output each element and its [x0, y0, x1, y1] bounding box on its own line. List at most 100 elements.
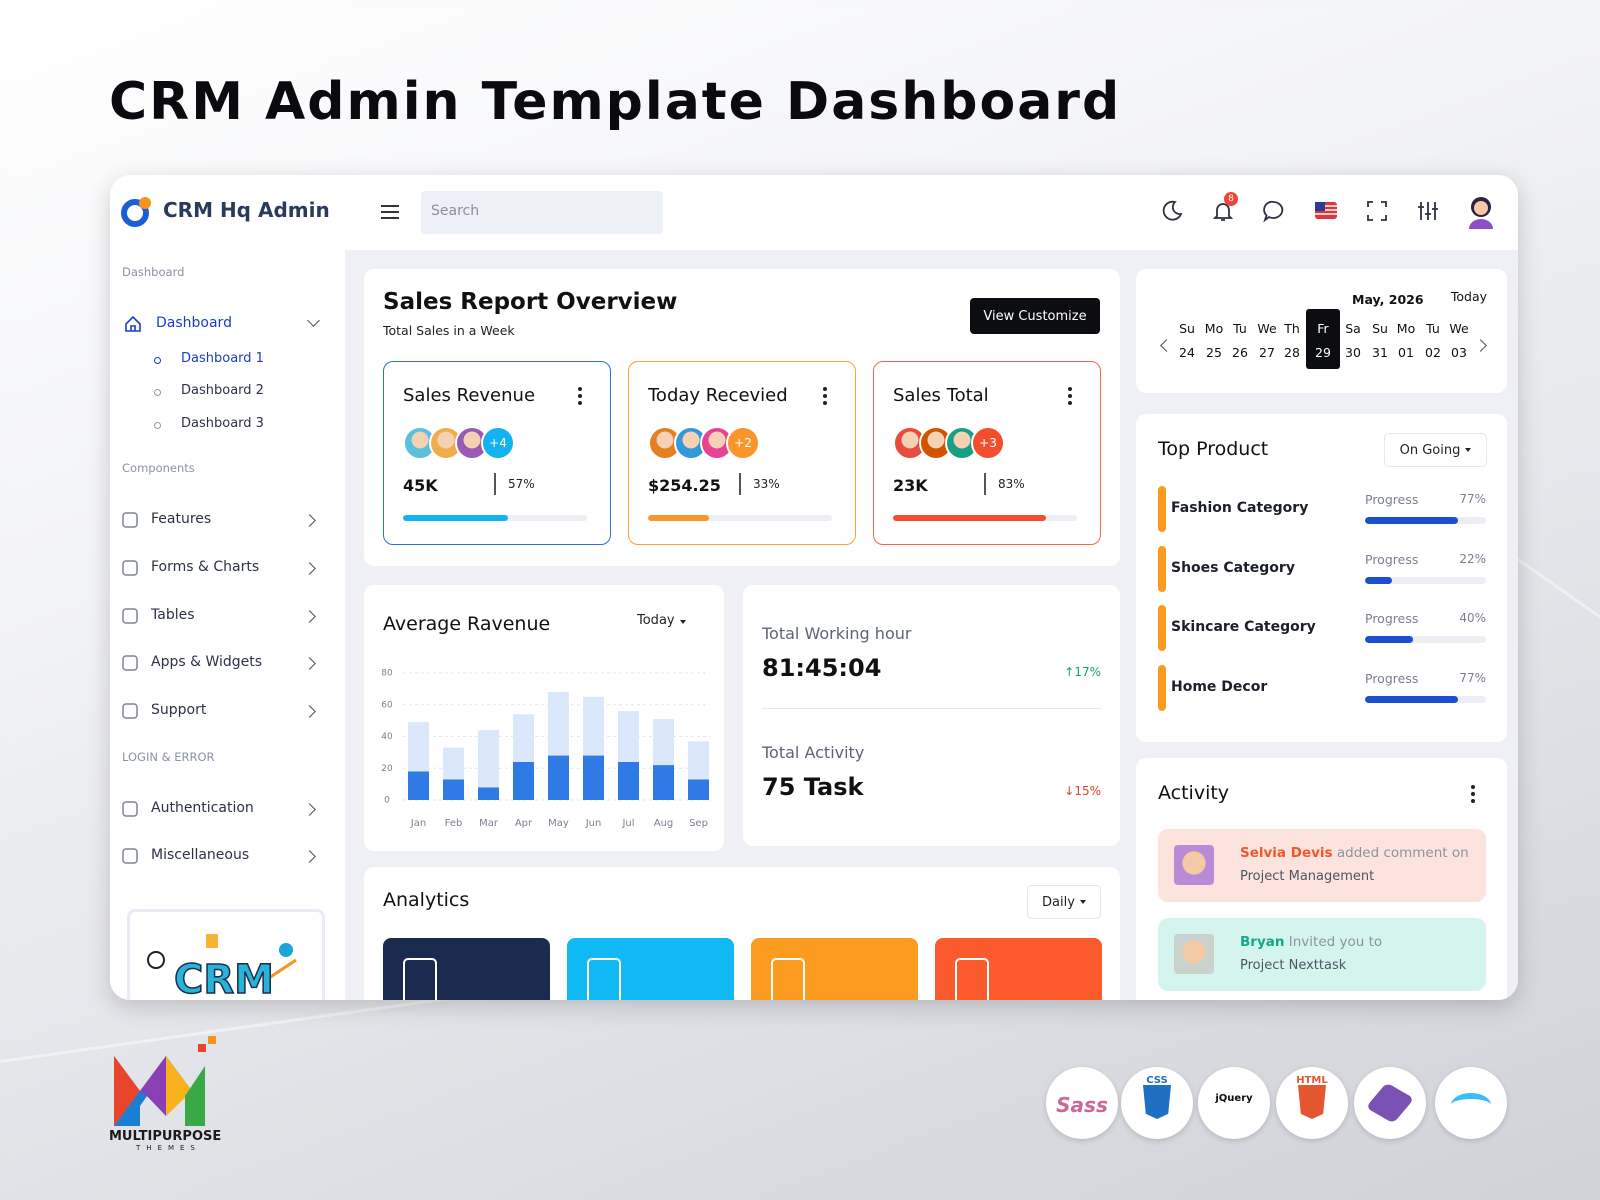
fullscreen[interactable]: [1365, 199, 1389, 223]
shield-icon: [1143, 1085, 1171, 1119]
menu-icon: [122, 512, 138, 528]
bar: [513, 714, 534, 762]
sales-card-title: Sales Revenue: [403, 385, 536, 406]
date[interactable]: 03: [1451, 345, 1467, 360]
date[interactable]: 30: [1345, 345, 1361, 360]
date[interactable]: 29: [1315, 345, 1331, 360]
dot: [578, 401, 582, 405]
more-menu[interactable]: [1467, 783, 1479, 805]
activity-action: Invited you to: [1288, 934, 1383, 950]
submenu-item[interactable]: Dashboard 2: [181, 383, 264, 398]
activity-card: Activity Selvia Devis added comment on Pr…: [1136, 758, 1507, 1000]
menu-item[interactable]: Tables: [151, 607, 195, 623]
activity-user: Bryan: [1240, 934, 1285, 950]
weekday: Su: [1372, 321, 1388, 336]
date[interactable]: 25: [1206, 345, 1222, 360]
stat-change: ↓15%: [1064, 784, 1101, 798]
activity-user: Selvia Devis: [1240, 845, 1333, 861]
filter-dropdown[interactable]: Today: [637, 613, 686, 628]
progress-percent: 77%: [1459, 492, 1486, 506]
menu-item[interactable]: Miscellaneous: [151, 847, 250, 863]
selected-day[interactable]: [1306, 309, 1340, 369]
menu-icon: [122, 655, 138, 671]
dark-mode-toggle[interactable]: [1160, 199, 1184, 223]
sales-card: Sales Revenue +4 45K 57%: [383, 361, 611, 545]
menu-item[interactable]: Forms & Charts: [151, 559, 260, 575]
avatar-group: +2: [648, 426, 768, 460]
product-name: Skincare Category: [1171, 619, 1316, 635]
sales-value: 45K: [403, 476, 438, 495]
tech-badge: Sass: [1046, 1067, 1118, 1139]
x-tick-label: Mar: [479, 818, 499, 829]
notifications[interactable]: [1211, 199, 1235, 223]
stat-label: Total Working hour: [762, 624, 912, 643]
progress-bar: [1365, 636, 1414, 643]
view-customize-button[interactable]: View Customize: [970, 298, 1100, 334]
tile-icon: [771, 958, 805, 1000]
weekday: Sa: [1345, 321, 1361, 336]
section-label: Components: [122, 461, 195, 475]
date[interactable]: 31: [1372, 345, 1388, 360]
date[interactable]: 28: [1284, 345, 1300, 360]
stat-change-value: 15%: [1074, 784, 1101, 798]
sales-card: Today Recevied +2 $254.25 33%: [628, 361, 856, 545]
menu-item[interactable]: Authentication: [151, 800, 254, 816]
tech-badge: HTML: [1276, 1067, 1348, 1139]
date[interactable]: 24: [1179, 345, 1195, 360]
settings[interactable]: [1416, 199, 1440, 223]
category-marker: [1158, 605, 1166, 651]
x-tick-label: Apr: [515, 818, 533, 829]
sales-card-title: Sales Total: [893, 385, 989, 406]
progress-label: Progress: [1365, 551, 1419, 567]
dot: [1068, 394, 1072, 398]
filter-dropdown[interactable]: Daily: [1027, 885, 1101, 919]
revenue-chart: 0 20 40 60 80 Jan Feb Mar Apr May Jun Jul Aug Sep: [381, 669, 710, 829]
menu-item[interactable]: Features: [151, 511, 212, 527]
activity-item[interactable]: Selvia Devis added comment on Project Man…: [1158, 829, 1486, 902]
trend-arrow: ↓: [1064, 784, 1075, 798]
stat-change: ↑17%: [1064, 665, 1101, 679]
more-menu[interactable]: [578, 387, 582, 405]
average-revenue-card: Average Ravenue Today 0 20 40 60 80 Jan Feb Mar…: [364, 585, 724, 851]
filter-label: Daily: [1042, 894, 1075, 910]
menu-toggle[interactable]: [378, 201, 402, 223]
search-box[interactable]: Search: [421, 191, 663, 234]
submenu-item[interactable]: Dashboard 3: [181, 416, 264, 431]
category-marker: [1158, 664, 1166, 711]
bar: [408, 771, 429, 800]
date[interactable]: 02: [1425, 345, 1441, 360]
more-menu[interactable]: [1068, 387, 1072, 405]
next-arrow[interactable]: [1474, 339, 1487, 352]
y-tick-label: 80: [381, 669, 393, 679]
menu-item[interactable]: Support: [151, 702, 207, 718]
menu-item[interactable]: Dashboard: [156, 315, 232, 331]
tile-icon: [587, 958, 621, 1000]
avatar-more: +4: [481, 426, 515, 460]
prev-arrow[interactable]: [1160, 339, 1173, 352]
submenu-item[interactable]: Dashboard 1: [181, 351, 264, 366]
activity-target: Project Nexttask: [1240, 958, 1347, 973]
stat-change-value: 17%: [1074, 665, 1101, 679]
progress-percent: 22%: [1459, 551, 1486, 566]
today-button[interactable]: Today: [1450, 289, 1487, 304]
menu-icon: [125, 315, 141, 332]
multipurpose-logo: [114, 1036, 216, 1126]
filter-dropdown[interactable]: On Going: [1384, 433, 1487, 467]
x-tick-label: Sep: [689, 818, 708, 829]
language-flag[interactable]: [1314, 200, 1338, 222]
messages[interactable]: [1262, 199, 1286, 223]
date[interactable]: 27: [1259, 345, 1275, 360]
date[interactable]: 26: [1232, 345, 1248, 360]
progress-label: Progress: [1365, 670, 1419, 686]
weekday: Su: [1179, 321, 1195, 336]
date[interactable]: 01: [1398, 345, 1414, 360]
progress-bar: [648, 515, 709, 521]
activity-item[interactable]: Bryan Invited you to Project Nexttask: [1158, 918, 1486, 991]
weekday: Mo: [1396, 321, 1416, 336]
bar: [478, 730, 499, 788]
progress-percent: 40%: [1459, 611, 1486, 625]
user-avatar[interactable]: [1465, 193, 1497, 229]
menu-item[interactable]: Apps & Widgets: [151, 654, 263, 670]
dashboard-window: CRM Hq Admin Search 8 Dashboard Dashboar…: [110, 175, 1518, 1000]
more-menu[interactable]: [823, 387, 827, 405]
